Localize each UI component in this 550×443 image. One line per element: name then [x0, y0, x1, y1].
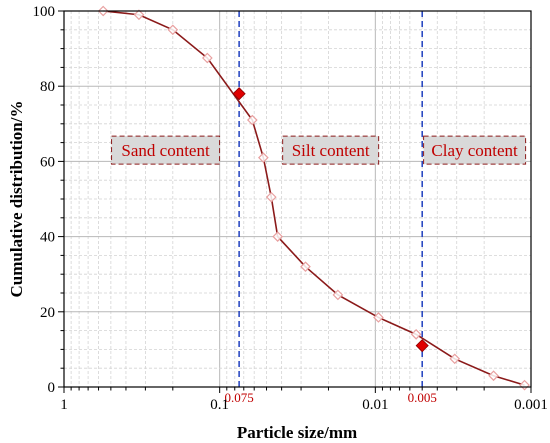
region-labels: Sand content Silt content Clay content	[111, 135, 527, 165]
y-tick-label: 0	[48, 380, 56, 396]
data-point	[201, 52, 213, 64]
y-tick-label: 100	[33, 4, 56, 20]
data-point	[373, 312, 384, 323]
axes: 1 0.1 0.01 0.001 0 20 40 60 80 100	[33, 4, 548, 413]
reference-lines: 0.075 0.005	[224, 11, 437, 405]
region-label: Silt content	[292, 141, 370, 160]
data-point	[265, 191, 277, 203]
y-tick-label: 40	[40, 230, 55, 246]
x-tick-label: 0.01	[362, 397, 388, 413]
data-point	[449, 353, 461, 365]
data-point	[410, 329, 422, 340]
highlight-point	[232, 87, 246, 101]
reference-line-label: 0.075	[224, 390, 253, 405]
data-point	[300, 261, 311, 273]
region-label-box	[111, 135, 221, 165]
data-point	[332, 289, 344, 301]
x-tick-label: 0.001	[514, 397, 548, 413]
region-label-box	[282, 135, 380, 165]
data-point	[167, 24, 179, 36]
x-axis-title: Particle size/mm	[237, 423, 357, 442]
data-point	[488, 370, 499, 382]
region-label: Clay content	[431, 141, 518, 160]
x-tick-label: 1	[60, 397, 68, 413]
data-point	[133, 9, 145, 21]
y-tick-label: 60	[40, 154, 55, 170]
region-label-box	[423, 135, 527, 165]
y-tick-label: 80	[40, 79, 55, 95]
highlight-point	[415, 339, 429, 353]
data-point	[258, 152, 269, 163]
region-label: Sand content	[121, 141, 210, 160]
data-point	[246, 114, 258, 126]
y-tick-label: 20	[40, 305, 55, 321]
data-series	[97, 5, 530, 391]
x-tick-label: 0.1	[210, 397, 229, 413]
data-point	[272, 231, 284, 242]
reference-line-label: 0.005	[408, 390, 437, 405]
y-axis-title: Cumulative distribution/%	[7, 101, 26, 298]
